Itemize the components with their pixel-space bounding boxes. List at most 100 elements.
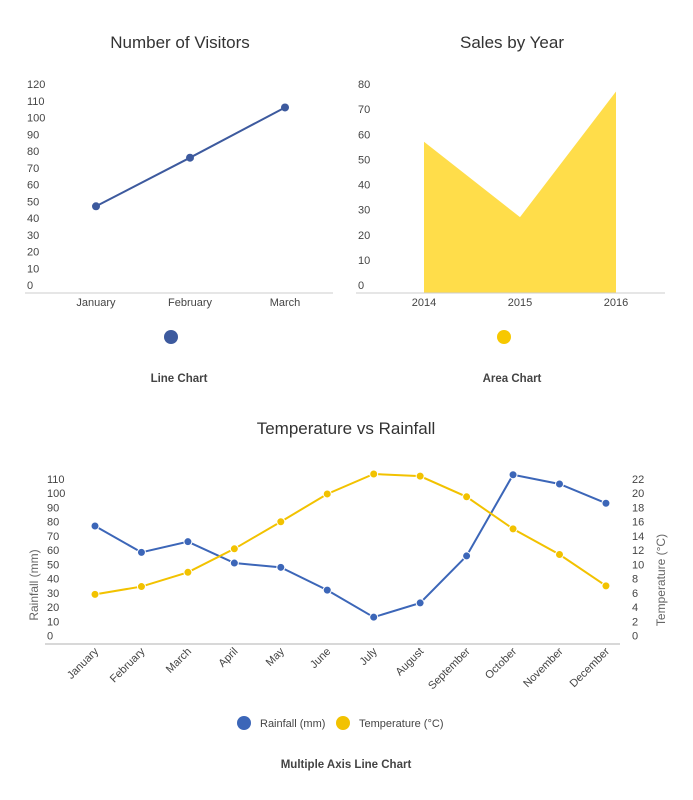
data-point xyxy=(555,479,564,489)
y-tick-label: 120 xyxy=(27,79,45,91)
y-tick-label: 100 xyxy=(27,113,45,125)
chart-caption: Line Chart xyxy=(151,373,208,385)
y-tick-label-right: 20 xyxy=(632,488,644,500)
y-tick-label: 10 xyxy=(27,263,39,275)
data-point xyxy=(229,558,239,568)
chart-title: Sales by Year xyxy=(460,33,564,52)
y-tick-label-left: 40 xyxy=(47,574,59,586)
legend-dot-temperature xyxy=(336,716,350,730)
data-point xyxy=(462,551,472,561)
x-tick-label: March xyxy=(164,646,194,676)
y-tick-label-right: 22 xyxy=(632,474,644,486)
series-line-rainfall xyxy=(94,473,607,619)
y-tick-label: 40 xyxy=(358,180,370,192)
data-point xyxy=(136,582,146,592)
x-tick-label: December xyxy=(568,645,613,690)
y-tick-label: 40 xyxy=(27,213,39,225)
y-tick-label-left: 90 xyxy=(47,502,59,514)
y-tick-label: 60 xyxy=(27,180,39,192)
legend-dot xyxy=(164,330,178,344)
data-point xyxy=(601,498,611,508)
y-tick-label: 0 xyxy=(358,280,364,292)
x-tick-label: March xyxy=(270,297,301,309)
data-point xyxy=(183,567,193,577)
y-tick-label-left: 0 xyxy=(47,631,53,643)
data-point xyxy=(415,471,425,481)
data-point xyxy=(415,598,425,608)
data-point xyxy=(281,103,289,112)
y-tick-label-right: 8 xyxy=(632,574,638,586)
temperature-rainfall-chart: Temperature vs Rainfall01020304050607080… xyxy=(27,419,668,771)
data-point xyxy=(229,544,239,554)
y-tick-label-right: 12 xyxy=(632,545,644,557)
data-point xyxy=(92,202,100,211)
x-tick-label: April xyxy=(216,646,240,670)
y-tick-label-left: 110 xyxy=(47,474,65,486)
legend-dot-rainfall xyxy=(237,716,251,730)
data-point xyxy=(322,489,332,499)
y-tick-label: 80 xyxy=(27,146,39,158)
x-tick-label: June xyxy=(308,646,333,671)
y-tick-label: 70 xyxy=(358,104,370,116)
y-tick-label-left: 30 xyxy=(47,588,59,600)
series-line-temperature xyxy=(94,473,607,596)
y-tick-label-left: 10 xyxy=(47,616,59,628)
y-tick-label: 0 xyxy=(27,280,33,292)
y-tick-label-left: 70 xyxy=(47,531,59,543)
y-tick-label: 20 xyxy=(358,230,370,242)
x-tick-label: February xyxy=(108,645,148,685)
y-tick-label: 10 xyxy=(358,255,370,267)
x-tick-label: May xyxy=(264,645,288,669)
x-tick-label: November xyxy=(521,645,566,690)
data-point xyxy=(462,492,472,502)
y-tick-label-right: 16 xyxy=(632,517,644,529)
x-tick-label: August xyxy=(394,646,427,679)
chart-caption: Multiple Axis Line Chart xyxy=(281,759,412,771)
data-point xyxy=(90,521,100,531)
data-point xyxy=(508,524,518,534)
legend-label-rainfall: Rainfall (mm) xyxy=(260,718,325,730)
area-fill xyxy=(424,91,616,293)
data-point xyxy=(276,562,286,572)
x-tick-label: February xyxy=(168,297,213,309)
data-point xyxy=(322,585,332,595)
chart-title: Temperature vs Rainfall xyxy=(257,419,436,438)
data-point xyxy=(369,612,379,622)
data-point xyxy=(508,470,518,480)
data-point xyxy=(601,581,611,591)
y-tick-label-left: 60 xyxy=(47,545,59,557)
visitors-chart: Number of Visitors 0 10 20 30 40 50 60 70 80 90 100… xyxy=(25,33,333,385)
y-tick-label-right: 10 xyxy=(632,559,644,571)
x-tick-label: January xyxy=(76,297,116,309)
y-tick-label-left: 100 xyxy=(47,488,65,500)
x-tick-label: 2014 xyxy=(412,297,436,309)
y-tick-label-left: 80 xyxy=(47,517,59,529)
y-tick-label-left: 50 xyxy=(47,559,59,571)
sales-chart: Sales by Year 0 10 20 30 40 50 60 70 80 2014 2015 20… xyxy=(356,33,665,385)
y-tick-label: 30 xyxy=(27,230,39,242)
x-tick-label: July xyxy=(358,645,381,668)
data-point xyxy=(369,469,379,479)
legend-dot xyxy=(497,330,511,344)
y-tick-label: 50 xyxy=(358,154,370,166)
data-point xyxy=(183,537,193,547)
y-tick-label: 110 xyxy=(27,96,45,108)
y-tick-label-right: 14 xyxy=(632,531,644,543)
x-tick-label: January xyxy=(65,645,102,682)
y-tick-label-right: 6 xyxy=(632,588,638,600)
y-tick-label: 60 xyxy=(358,129,370,141)
x-tick-label: September xyxy=(426,645,473,692)
y-tick-label-right: 2 xyxy=(632,616,638,628)
y-tick-label: 80 xyxy=(358,79,370,91)
y-tick-label-right: 0 xyxy=(632,631,638,643)
legend-label-temperature: Temperature (°C) xyxy=(359,718,443,730)
data-point xyxy=(136,547,146,557)
data-point xyxy=(555,550,564,560)
data-point xyxy=(276,517,286,527)
y-tick-label: 30 xyxy=(358,205,370,217)
chart-title: Number of Visitors xyxy=(110,33,250,52)
chart-caption: Area Chart xyxy=(483,373,542,385)
x-tick-label: 2015 xyxy=(508,297,532,309)
data-point xyxy=(186,153,194,162)
